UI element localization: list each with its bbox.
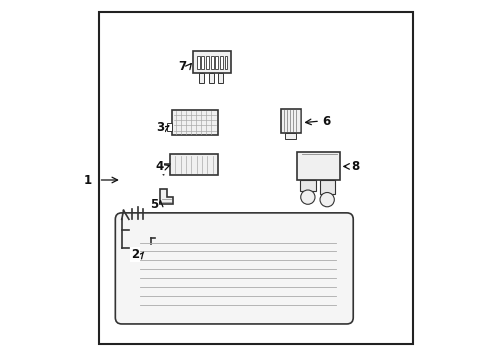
Circle shape: [320, 193, 334, 207]
Text: 7: 7: [178, 60, 187, 73]
Bar: [197, 56, 199, 69]
Polygon shape: [320, 180, 335, 194]
Bar: [193, 51, 231, 73]
Polygon shape: [300, 180, 316, 192]
Text: 8: 8: [351, 160, 359, 173]
FancyBboxPatch shape: [154, 304, 166, 314]
Text: 2: 2: [131, 248, 139, 261]
Bar: [201, 56, 204, 69]
FancyBboxPatch shape: [167, 304, 178, 314]
Circle shape: [301, 190, 315, 204]
FancyBboxPatch shape: [142, 304, 153, 314]
Bar: [285, 133, 296, 139]
Polygon shape: [160, 189, 173, 204]
Text: 4: 4: [155, 160, 163, 173]
Bar: [206, 56, 209, 69]
Bar: [218, 73, 223, 83]
Bar: [220, 56, 223, 69]
Bar: [215, 56, 218, 69]
Bar: [209, 73, 214, 83]
Text: 1: 1: [84, 174, 92, 186]
Text: 6: 6: [322, 114, 331, 127]
Text: 5: 5: [150, 198, 158, 211]
Bar: [145, 244, 156, 254]
Bar: [170, 154, 218, 175]
Bar: [167, 123, 172, 131]
Bar: [175, 234, 195, 248]
Bar: [297, 152, 340, 180]
Bar: [199, 73, 204, 83]
FancyBboxPatch shape: [201, 305, 236, 315]
Bar: [281, 109, 301, 133]
Bar: [224, 56, 227, 69]
Text: 3: 3: [156, 121, 164, 134]
Bar: [172, 110, 218, 135]
FancyBboxPatch shape: [179, 304, 191, 314]
FancyBboxPatch shape: [115, 213, 353, 324]
Bar: [211, 56, 214, 69]
Bar: [204, 234, 236, 248]
